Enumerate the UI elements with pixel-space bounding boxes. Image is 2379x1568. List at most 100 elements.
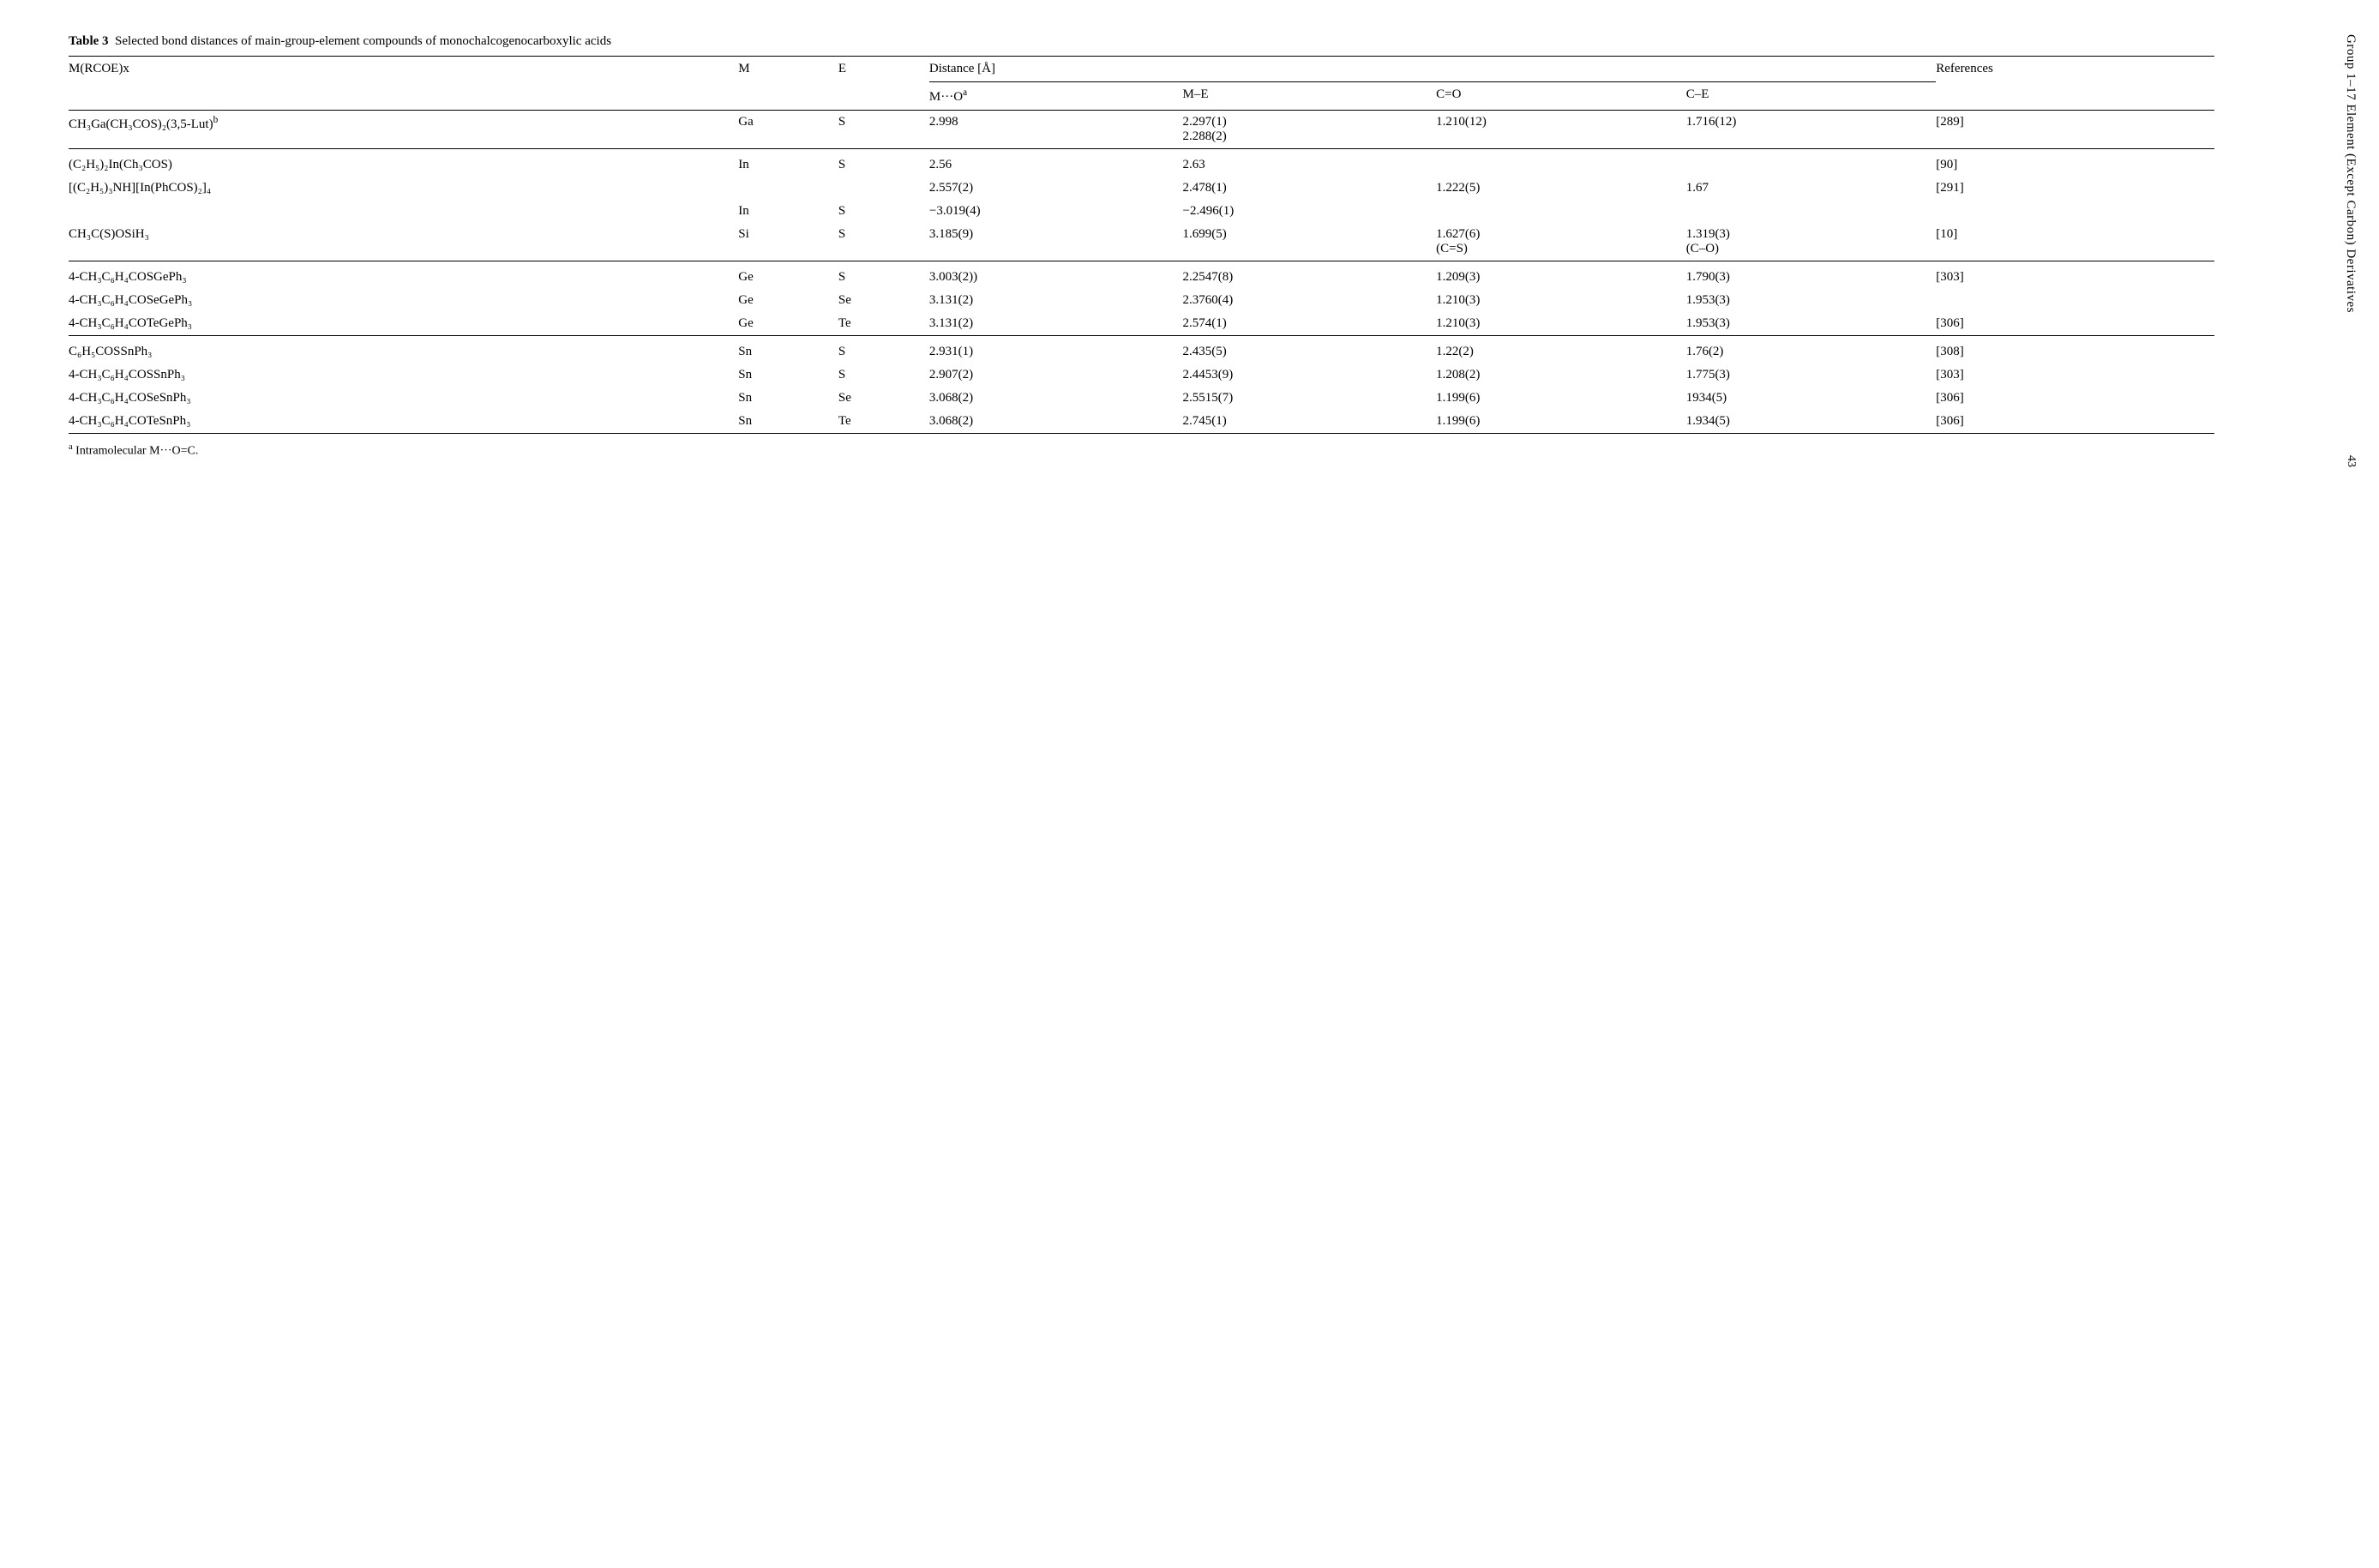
cell-ce: 1.716(12)	[1686, 111, 1937, 149]
header-refs: References	[1936, 57, 2214, 111]
cell-m: Sn	[738, 363, 838, 387]
cell-ce: 1.790(3)	[1686, 261, 1937, 290]
cell-e: S	[838, 336, 929, 364]
cell-m: In	[738, 149, 838, 177]
cell-me: 2.2547(8)	[1183, 261, 1437, 290]
cell-co: 1.208(2)	[1436, 363, 1686, 387]
table-row: (C₂H₅)₂In(Ch₃COS)InS2.562.63 [90]	[69, 149, 2214, 177]
cell-compound: (C₂H₅)₂In(Ch₃COS)	[69, 149, 738, 177]
cell-mo: 3.131(2)	[929, 289, 1183, 312]
cell-co: 1.209(3)	[1436, 261, 1686, 290]
cell-me: 2.4453(9)	[1183, 363, 1437, 387]
cell-mo: 3.003(2))	[929, 261, 1183, 290]
cell-m: Ge	[738, 289, 838, 312]
cell-co	[1436, 149, 1686, 177]
caption-label: Table 3	[69, 34, 109, 48]
cell-ce	[1686, 200, 1937, 223]
table-row: InS−3.019(4)−2.496(1)	[69, 200, 2214, 223]
cell-m: Sn	[738, 387, 838, 410]
cell-co: 1.210(3)	[1436, 312, 1686, 336]
cell-e: Se	[838, 387, 929, 410]
cell-mo: 3.068(2)	[929, 410, 1183, 434]
cell-compound: 4-CH₃C₆H₄COSGePh₃	[69, 261, 738, 290]
cell-mo: 2.56	[929, 149, 1183, 177]
cell-e: S	[838, 149, 929, 177]
cell-ce: 1.319(3)(C–O)	[1686, 223, 1937, 261]
subheader-mo: M···Oa	[929, 82, 1183, 111]
cell-compound: [(C₂H₅)₃NH][In(PhCOS)₂]₄	[69, 177, 738, 200]
cell-ref	[1936, 289, 2214, 312]
cell-e: S	[838, 261, 929, 290]
cell-ref: [291]	[1936, 177, 2214, 200]
cell-co: 1.199(6)	[1436, 410, 1686, 434]
cell-me: 2.574(1)	[1183, 312, 1437, 336]
cell-me: 2.63	[1183, 149, 1437, 177]
footnote: a Intramolecular M···O=C.	[69, 442, 2328, 459]
table-row: 4-CH₃C₆H₄COSSnPh₃SnS2.907(2)2.4453(9)1.2…	[69, 363, 2214, 387]
table-caption: Table 3 Selected bond distances of main-…	[69, 34, 2328, 49]
table-row: [(C₂H₅)₃NH][In(PhCOS)₂]₄ 2.557(2)2.478(1)…	[69, 177, 2214, 200]
table-row: 4-CH₃C₆H₄COTeSnPh₃SnTe3.068(2)2.745(1)1.…	[69, 410, 2214, 434]
cell-ref: [90]	[1936, 149, 2214, 177]
footnote-text: Intramolecular M···O=C.	[73, 445, 199, 458]
cell-e: S	[838, 111, 929, 149]
cell-compound: 4-CH₃C₆H₄COSeSnPh₃	[69, 387, 738, 410]
cell-m: Ga	[738, 111, 838, 149]
cell-ce: 1934(5)	[1686, 387, 1937, 410]
cell-me: 2.745(1)	[1183, 410, 1437, 434]
caption-text: Selected bond distances of main-group-el…	[115, 34, 611, 48]
cell-mo: 2.557(2)	[929, 177, 1183, 200]
cell-co: 1.627(6)(C=S)	[1436, 223, 1686, 261]
cell-me: 2.5515(7)	[1183, 387, 1437, 410]
header-e: E	[838, 57, 929, 111]
cell-compound	[69, 200, 738, 223]
table-row: CH₃C(S)OSiH₃SiS3.185(9)1.699(5)1.627(6)(…	[69, 223, 2214, 261]
cell-mo: 2.907(2)	[929, 363, 1183, 387]
cell-ref: [306]	[1936, 410, 2214, 434]
cell-ref: [289]	[1936, 111, 2214, 149]
cell-ce: 1.67	[1686, 177, 1937, 200]
cell-compound: 4-CH₃C₆H₄COSeGePh₃	[69, 289, 738, 312]
cell-me: 2.435(5)	[1183, 336, 1437, 364]
cell-m	[738, 177, 838, 200]
cell-m: Ge	[738, 312, 838, 336]
cell-co: 1.22(2)	[1436, 336, 1686, 364]
cell-e: S	[838, 223, 929, 261]
cell-ce	[1686, 149, 1937, 177]
table-row: 4-CH₃C₆H₄COSeSnPh₃SnSe3.068(2)2.5515(7)1…	[69, 387, 2214, 410]
cell-m: In	[738, 200, 838, 223]
cell-m: Sn	[738, 410, 838, 434]
cell-compound: C₆H₅COSSnPh₃	[69, 336, 738, 364]
cell-co: 1.222(5)	[1436, 177, 1686, 200]
cell-co: 1.199(6)	[1436, 387, 1686, 410]
cell-compound: CH₃Ga(CH₃COS)₂(3,5-Lut)b	[69, 111, 738, 149]
header-m: M	[738, 57, 838, 111]
cell-mo: 2.931(1)	[929, 336, 1183, 364]
subheader-ce: C–E	[1686, 82, 1937, 111]
cell-mo: 3.185(9)	[929, 223, 1183, 261]
cell-me: 2.3760(4)	[1183, 289, 1437, 312]
cell-m: Si	[738, 223, 838, 261]
cell-compound: 4-CH₃C₆H₄COTeSnPh₃	[69, 410, 738, 434]
cell-m: Sn	[738, 336, 838, 364]
cell-me: 2.478(1)	[1183, 177, 1437, 200]
cell-ref: [303]	[1936, 363, 2214, 387]
subheader-co: C=O	[1436, 82, 1686, 111]
cell-co	[1436, 200, 1686, 223]
cell-ce: 1.76(2)	[1686, 336, 1937, 364]
cell-ref: [306]	[1936, 312, 2214, 336]
subheader-me: M–E	[1183, 82, 1437, 111]
table-row: CH₃Ga(CH₃COS)₂(3,5-Lut)bGaS2.9982.297(1)…	[69, 111, 2214, 149]
cell-mo: 3.068(2)	[929, 387, 1183, 410]
cell-co: 1.210(3)	[1436, 289, 1686, 312]
cell-me: 2.297(1)2.288(2)	[1183, 111, 1437, 149]
header-compound: M(RCOE)x	[69, 57, 738, 111]
cell-ce: 1.775(3)	[1686, 363, 1937, 387]
cell-ce: 1.934(5)	[1686, 410, 1937, 434]
table-row: 4-CH₃C₆H₄COSeGePh₃GeSe3.131(2)2.3760(4)1…	[69, 289, 2214, 312]
cell-compound: 4-CH₃C₆H₄COSSnPh₃	[69, 363, 738, 387]
cell-mo: 3.131(2)	[929, 312, 1183, 336]
page-number: 43	[2344, 455, 2358, 467]
cell-mo: −3.019(4)	[929, 200, 1183, 223]
cell-ref: [308]	[1936, 336, 2214, 364]
